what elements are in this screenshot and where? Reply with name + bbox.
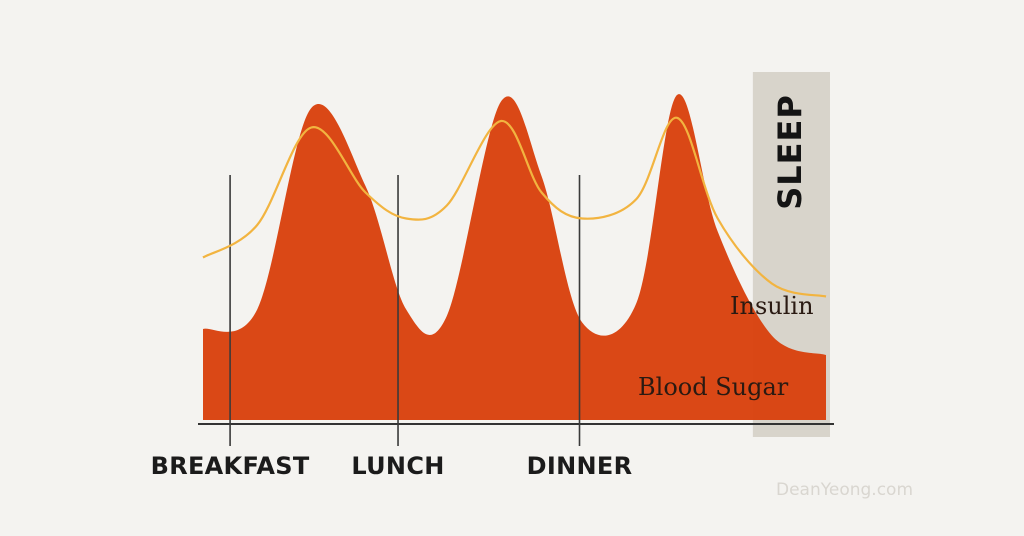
sleep-label: SLEEP bbox=[771, 94, 809, 210]
blood-sugar-area bbox=[203, 94, 826, 421]
insulin-series-label: Insulin bbox=[730, 292, 814, 320]
insulin-layer bbox=[202, 116, 827, 298]
axis-layer bbox=[198, 175, 834, 446]
watermark: DeanYeong.com bbox=[776, 480, 914, 500]
event-label-lunch: LUNCH bbox=[351, 452, 445, 480]
blood-sugar-layer bbox=[203, 94, 826, 421]
insulin-line bbox=[202, 116, 827, 298]
event-label-breakfast: BREAKFAST bbox=[150, 452, 310, 480]
event-label-dinner: DINNER bbox=[526, 452, 633, 480]
blood-sugar-series-label: Blood Sugar bbox=[638, 373, 789, 401]
